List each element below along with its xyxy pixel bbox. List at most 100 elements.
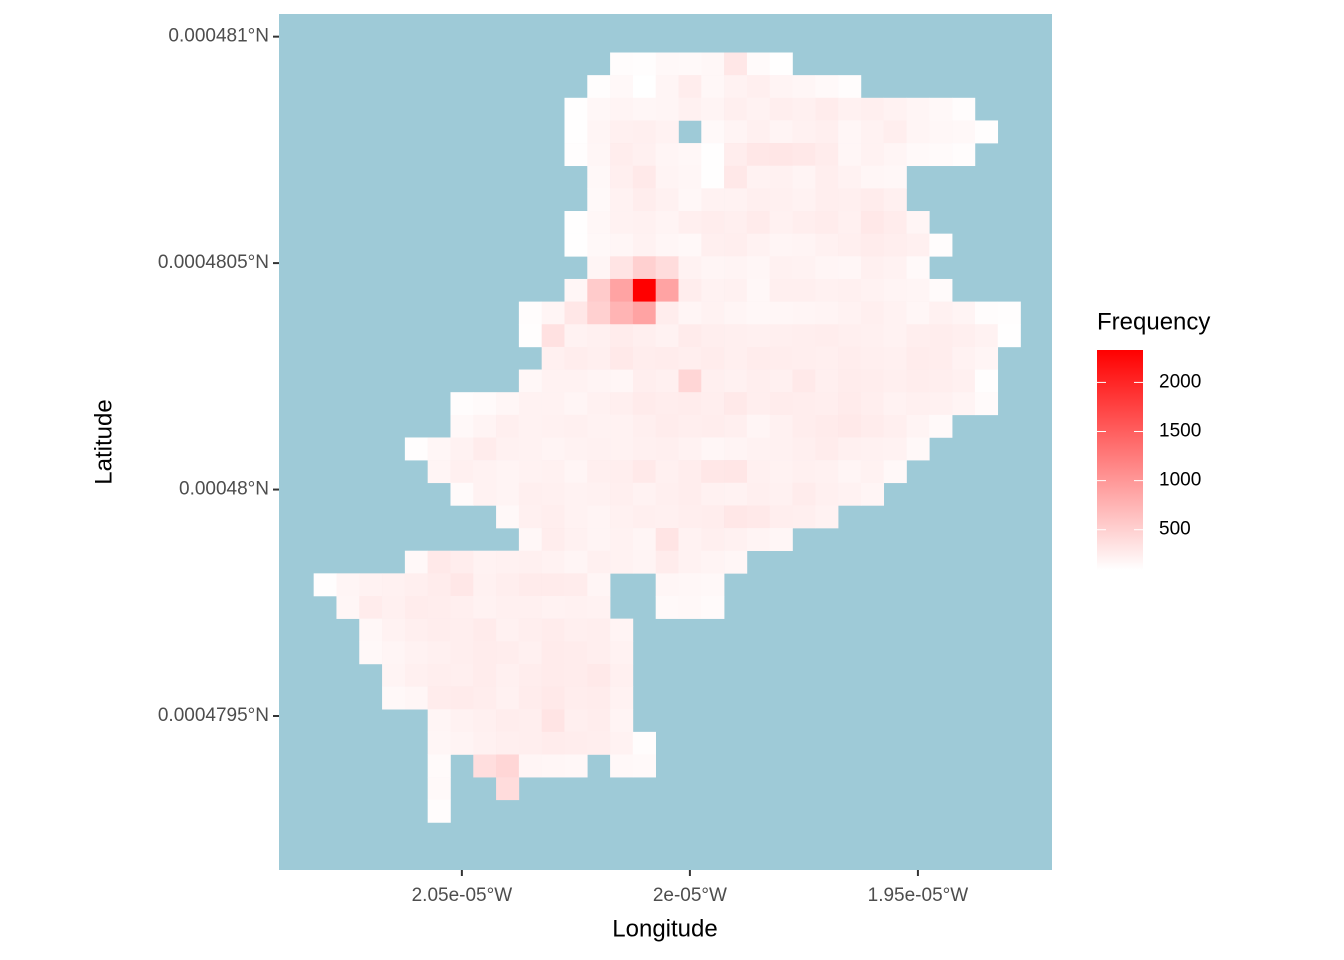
tile	[701, 188, 725, 212]
tile	[860, 437, 885, 461]
tile	[427, 663, 451, 687]
legend-label: 1000	[1159, 470, 1201, 491]
tile	[610, 233, 634, 257]
tile	[404, 618, 428, 642]
tile	[724, 75, 748, 99]
tile	[792, 460, 816, 484]
tile	[746, 97, 771, 121]
tile	[974, 346, 999, 370]
tile	[541, 437, 565, 461]
tile	[883, 188, 907, 212]
tile	[883, 346, 907, 370]
tile	[450, 414, 474, 438]
tile	[473, 482, 497, 506]
tile	[724, 437, 748, 461]
tile	[815, 346, 839, 370]
tile	[655, 505, 679, 529]
tile	[906, 301, 930, 325]
tile	[952, 369, 976, 393]
tile	[769, 256, 793, 280]
tile	[450, 550, 474, 574]
tile	[678, 75, 702, 99]
tile	[518, 595, 542, 619]
tile	[473, 437, 497, 461]
tile	[838, 324, 862, 348]
tile	[564, 595, 588, 619]
tile	[359, 595, 383, 619]
tile	[587, 550, 611, 574]
tile	[792, 278, 816, 302]
tile	[769, 528, 793, 551]
tile	[746, 369, 771, 393]
tile	[632, 505, 656, 529]
tile	[997, 301, 1021, 325]
tile	[929, 233, 953, 257]
tile	[632, 165, 656, 189]
tile	[883, 414, 907, 438]
tile	[632, 120, 656, 144]
tile	[792, 120, 816, 144]
tile	[518, 437, 542, 461]
tile	[541, 550, 565, 574]
tile	[678, 595, 702, 619]
tile	[427, 595, 451, 619]
tile	[450, 618, 474, 642]
tile	[883, 392, 907, 416]
tile	[655, 437, 679, 461]
tile	[518, 731, 542, 755]
tile	[610, 641, 634, 665]
legend-title: Frequency	[1097, 308, 1210, 335]
colorbar	[1097, 350, 1143, 570]
tile	[815, 324, 839, 348]
tile	[906, 120, 930, 144]
tile	[518, 663, 542, 687]
tile	[655, 75, 679, 99]
tile	[587, 165, 611, 189]
tile	[564, 550, 588, 574]
tile	[701, 460, 725, 484]
tile	[769, 301, 793, 325]
tile	[952, 392, 976, 416]
tile	[906, 97, 930, 121]
tile	[632, 324, 656, 348]
tile	[655, 233, 679, 257]
tile	[564, 618, 588, 642]
tile	[678, 414, 702, 438]
tile	[792, 97, 816, 121]
tile	[769, 143, 793, 167]
tile	[974, 301, 999, 325]
tile	[746, 482, 771, 506]
tile	[701, 550, 725, 574]
tile	[359, 618, 383, 642]
tile	[769, 75, 793, 99]
tile	[496, 754, 520, 778]
tile	[678, 550, 702, 574]
tile	[815, 460, 839, 484]
tile	[518, 505, 542, 529]
tile	[746, 324, 771, 348]
tile	[815, 233, 839, 257]
tile	[860, 278, 885, 302]
tile	[496, 686, 520, 710]
tile	[564, 369, 588, 393]
tile	[587, 437, 611, 461]
tile	[359, 573, 383, 597]
tile	[883, 211, 907, 234]
tile	[541, 663, 565, 687]
tile	[587, 573, 611, 597]
tile	[678, 369, 702, 393]
tile	[450, 731, 474, 755]
tile	[655, 392, 679, 416]
tile	[427, 799, 451, 823]
tile	[450, 595, 474, 619]
tile	[883, 233, 907, 257]
tile	[701, 392, 725, 416]
tile	[678, 505, 702, 529]
tile	[952, 346, 976, 370]
tile	[518, 301, 542, 325]
tile	[815, 392, 839, 416]
tile	[404, 550, 428, 574]
tile	[724, 97, 748, 121]
